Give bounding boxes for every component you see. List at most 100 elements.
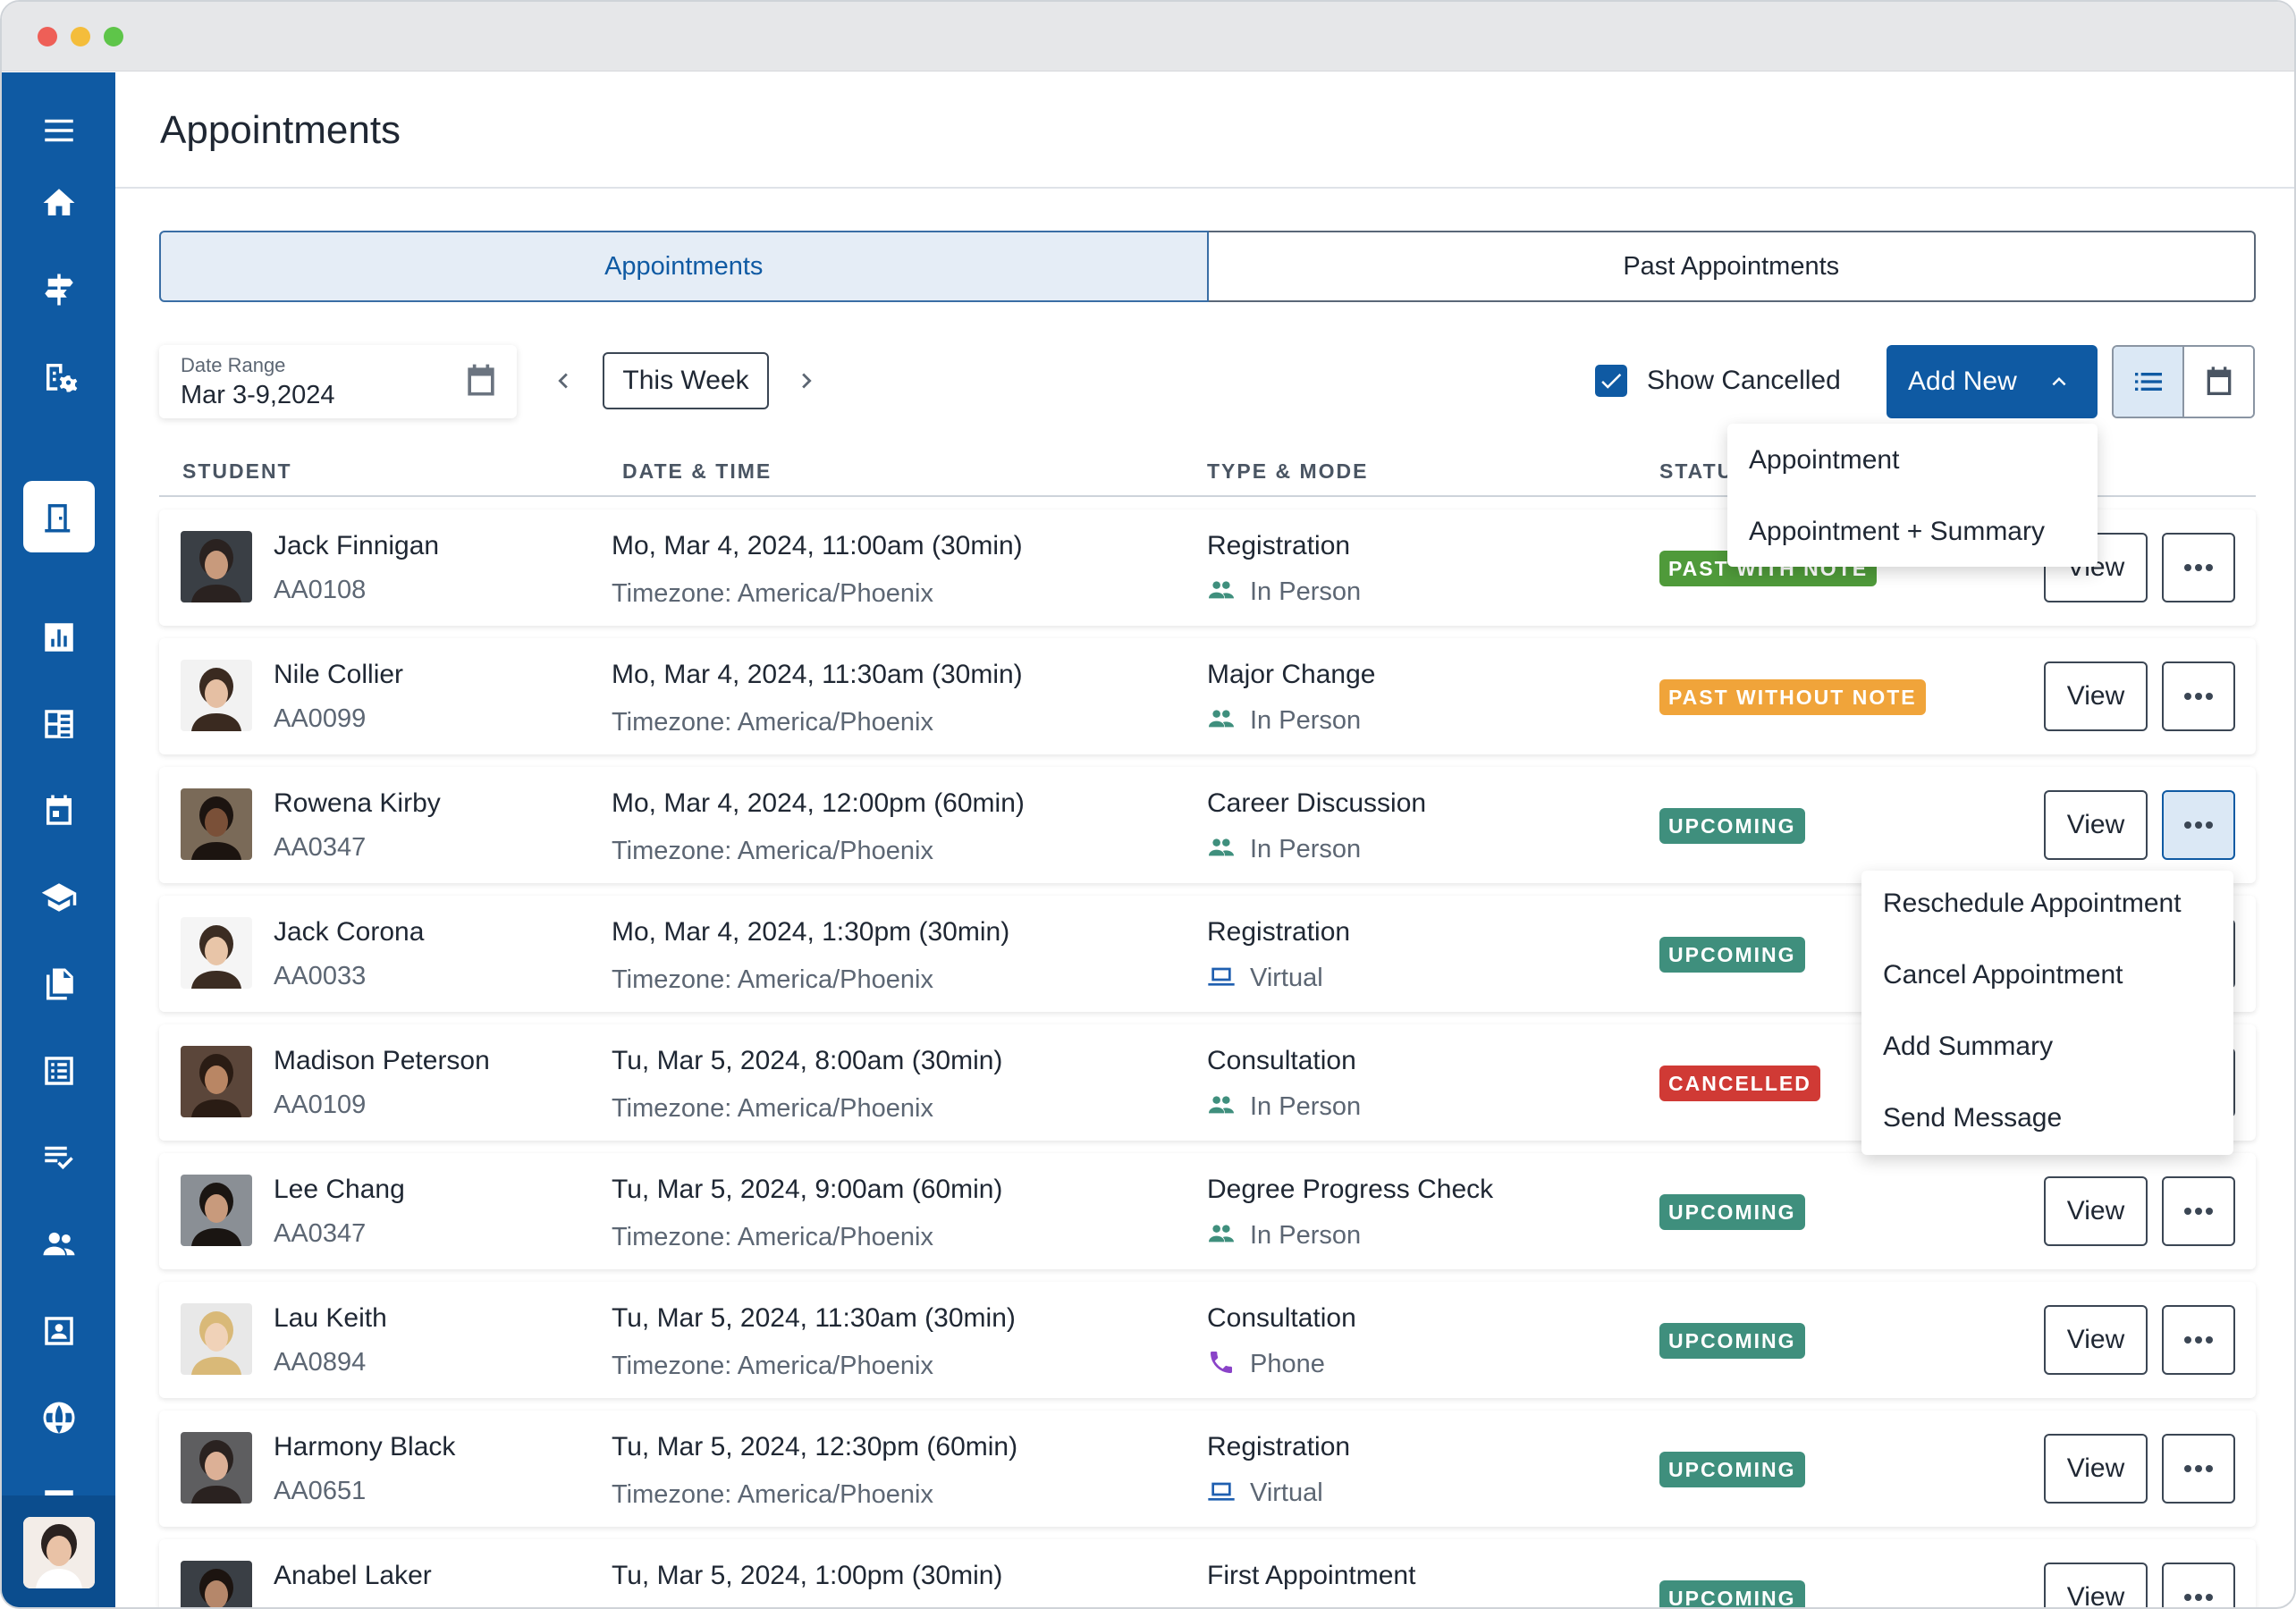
appointment-mode: In Person [1207,1091,1361,1124]
checklist-icon[interactable] [23,1122,95,1193]
list-view-button[interactable] [2114,347,2184,417]
student-name[interactable]: Jack Finnigan [274,531,440,560]
student-name[interactable]: Harmony Black [274,1432,456,1462]
more-actions-button[interactable] [2162,1305,2235,1375]
signpost-icon[interactable] [23,254,95,325]
column-header-date-time[interactable]: DATE & TIME [622,459,772,483]
status-badge: UPCOMING [1659,1452,1805,1487]
show-cancelled-toggle[interactable]: Show Cancelled [1595,363,1841,399]
appointment-type: Major Change [1207,660,1376,689]
appointment-mode: In Person [1207,704,1361,737]
student-id: AA0651 [274,1477,367,1505]
student-name[interactable]: Lau Keith [274,1303,387,1333]
table-row[interactable]: Jack Finnigan AA0108 Mo, Mar 4, 2024, 11:0… [159,510,2256,626]
appointment-mode-label: In Person [1250,577,1362,606]
tab-past-appointments[interactable]: Past Appointments [1208,231,2256,302]
appointment-timezone: Timezone: America/Phoenix [612,837,933,865]
student-name[interactable]: Lee Chang [274,1175,405,1204]
view-button[interactable]: View [2044,790,2148,860]
door-icon[interactable] [23,481,95,552]
appointment-type: Career Discussion [1207,788,1427,818]
building-settings-icon[interactable] [23,341,95,412]
more-actions-button[interactable] [2162,790,2235,860]
view-toggle [2112,345,2255,418]
more-actions-button[interactable] [2162,1434,2235,1504]
more-horizontal-icon [2184,693,2213,700]
people-icon [1207,833,1236,866]
table-row[interactable]: Lee Chang AA0347 Tu, Mar 5, 2024, 9:00am (… [159,1153,2256,1269]
list-icon[interactable] [23,1035,95,1107]
bar-chart-icon[interactable] [23,602,95,673]
dashboard-icon[interactable] [23,688,95,760]
maximize-window-button[interactable] [104,27,123,46]
more-horizontal-icon [2184,1465,2213,1472]
date-range-picker[interactable]: Date Range Mar 3-9,2024 [159,345,517,418]
calendar-icon[interactable] [23,775,95,847]
student-name[interactable]: Rowena Kirby [274,788,441,818]
home-icon[interactable] [23,167,95,239]
laptop-icon [1207,962,1236,995]
table-row[interactable]: Rowena Kirby AA0347 Mo, Mar 4, 2024, 12:00… [159,767,2256,883]
globe-icon[interactable] [23,1382,95,1453]
graduation-cap-icon[interactable] [23,862,95,933]
appointment-mode-label: In Person [1250,706,1362,735]
student-avatar [181,1432,252,1504]
student-name[interactable]: Madison Peterson [274,1046,490,1075]
this-week-button[interactable]: This Week [603,352,769,409]
next-week-button[interactable] [789,363,824,399]
menu-item-send-message[interactable]: Send Message [1883,1103,2063,1133]
student-id: AA0099 [274,704,367,733]
appointment-mode-label: In Person [1250,1221,1362,1250]
tab-bar: Appointments Past Appointments [159,231,2256,302]
contact-card-icon[interactable] [23,1295,95,1367]
user-profile[interactable] [2,1495,115,1607]
minimize-window-button[interactable] [71,27,90,46]
column-header-status[interactable]: STATU [1659,459,1735,483]
documents-icon[interactable] [23,948,95,1020]
more-actions-button[interactable] [2162,661,2235,731]
appointment-datetime: Mo, Mar 4, 2024, 11:30am (30min) [612,660,1023,689]
calendar-icon[interactable] [461,361,501,400]
close-window-button[interactable] [38,27,57,46]
menu-item-add-summary[interactable]: Add Summary [1883,1032,2054,1061]
more-actions-button[interactable] [2162,1563,2235,1607]
column-header-student[interactable]: STUDENT [182,459,292,483]
view-button[interactable]: View [2044,661,2148,731]
menu-item-appointment[interactable]: Appointment [1749,445,1900,475]
table-header: STUDENT DATE & TIME TYPE & MODE STATU [159,449,2256,497]
sidebar [2,72,115,1607]
view-button[interactable]: View [2044,1305,2148,1375]
people-icon [1207,704,1236,737]
avatar[interactable] [23,1517,95,1588]
table-row[interactable]: Lau Keith AA0894 Tu, Mar 5, 2024, 11:30am … [159,1282,2256,1398]
appointment-mode-label: In Person [1250,835,1362,863]
menu-icon[interactable] [23,95,95,166]
title-bar [2,2,2294,72]
student-avatar [181,917,252,989]
table-row[interactable]: Nile Collier AA0099 Mo, Mar 4, 2024, 11:30… [159,638,2256,754]
table-row[interactable]: Harmony Black AA0651 Tu, Mar 5, 2024, 12:3… [159,1411,2256,1527]
tab-appointments[interactable]: Appointments [159,231,1209,302]
status-badge: UPCOMING [1659,1580,1805,1607]
calendar-view-button[interactable] [2184,347,2253,417]
menu-item-reschedule[interactable]: Reschedule Appointment [1883,889,2182,918]
student-name[interactable]: Jack Corona [274,917,425,947]
add-new-menu: Appointment Appointment + Summary [1727,424,2098,567]
people-icon [1207,1091,1236,1124]
view-button[interactable]: View [2044,1176,2148,1246]
student-name[interactable]: Nile Collier [274,660,404,689]
menu-item-appointment-summary[interactable]: Appointment + Summary [1749,517,2045,546]
view-button[interactable]: View [2044,1563,2148,1607]
menu-item-cancel[interactable]: Cancel Appointment [1883,960,2123,990]
more-actions-button[interactable] [2162,533,2235,602]
more-actions-button[interactable] [2162,1176,2235,1246]
column-header-type-mode[interactable]: TYPE & MODE [1207,459,1369,483]
add-new-button[interactable]: Add New [1887,345,2098,418]
table-row[interactable]: Anabel Laker Tu, Mar 5, 2024, 1:00pm (30m… [159,1539,2256,1607]
chevron-left-icon [558,373,568,389]
show-cancelled-checkbox[interactable] [1595,365,1627,397]
student-name[interactable]: Anabel Laker [274,1561,432,1590]
users-icon[interactable] [23,1209,95,1280]
view-button[interactable]: View [2044,1434,2148,1504]
previous-week-button[interactable] [545,363,581,399]
